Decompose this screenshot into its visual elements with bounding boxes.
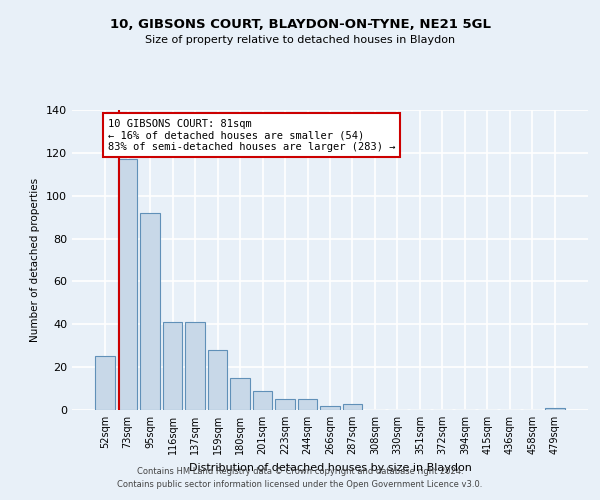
Bar [545,408,565,410]
Bar [140,213,160,410]
Text: Contains public sector information licensed under the Open Government Licence v3: Contains public sector information licen… [118,480,482,489]
Bar [298,400,317,410]
Bar [118,160,137,410]
Text: 10, GIBSONS COURT, BLAYDON-ON-TYNE, NE21 5GL: 10, GIBSONS COURT, BLAYDON-ON-TYNE, NE21… [110,18,491,30]
Bar [185,322,205,410]
Bar [275,400,295,410]
Y-axis label: Number of detached properties: Number of detached properties [31,178,40,342]
Bar [343,404,362,410]
Bar [253,390,272,410]
Text: 10 GIBSONS COURT: 81sqm
← 16% of detached houses are smaller (54)
83% of semi-de: 10 GIBSONS COURT: 81sqm ← 16% of detache… [108,118,395,152]
Bar [95,356,115,410]
Bar [230,378,250,410]
Text: Contains HM Land Registry data © Crown copyright and database right 2024.: Contains HM Land Registry data © Crown c… [137,467,463,476]
Bar [320,406,340,410]
Text: Size of property relative to detached houses in Blaydon: Size of property relative to detached ho… [145,35,455,45]
X-axis label: Distribution of detached houses by size in Blaydon: Distribution of detached houses by size … [188,462,472,472]
Bar [163,322,182,410]
Bar [208,350,227,410]
